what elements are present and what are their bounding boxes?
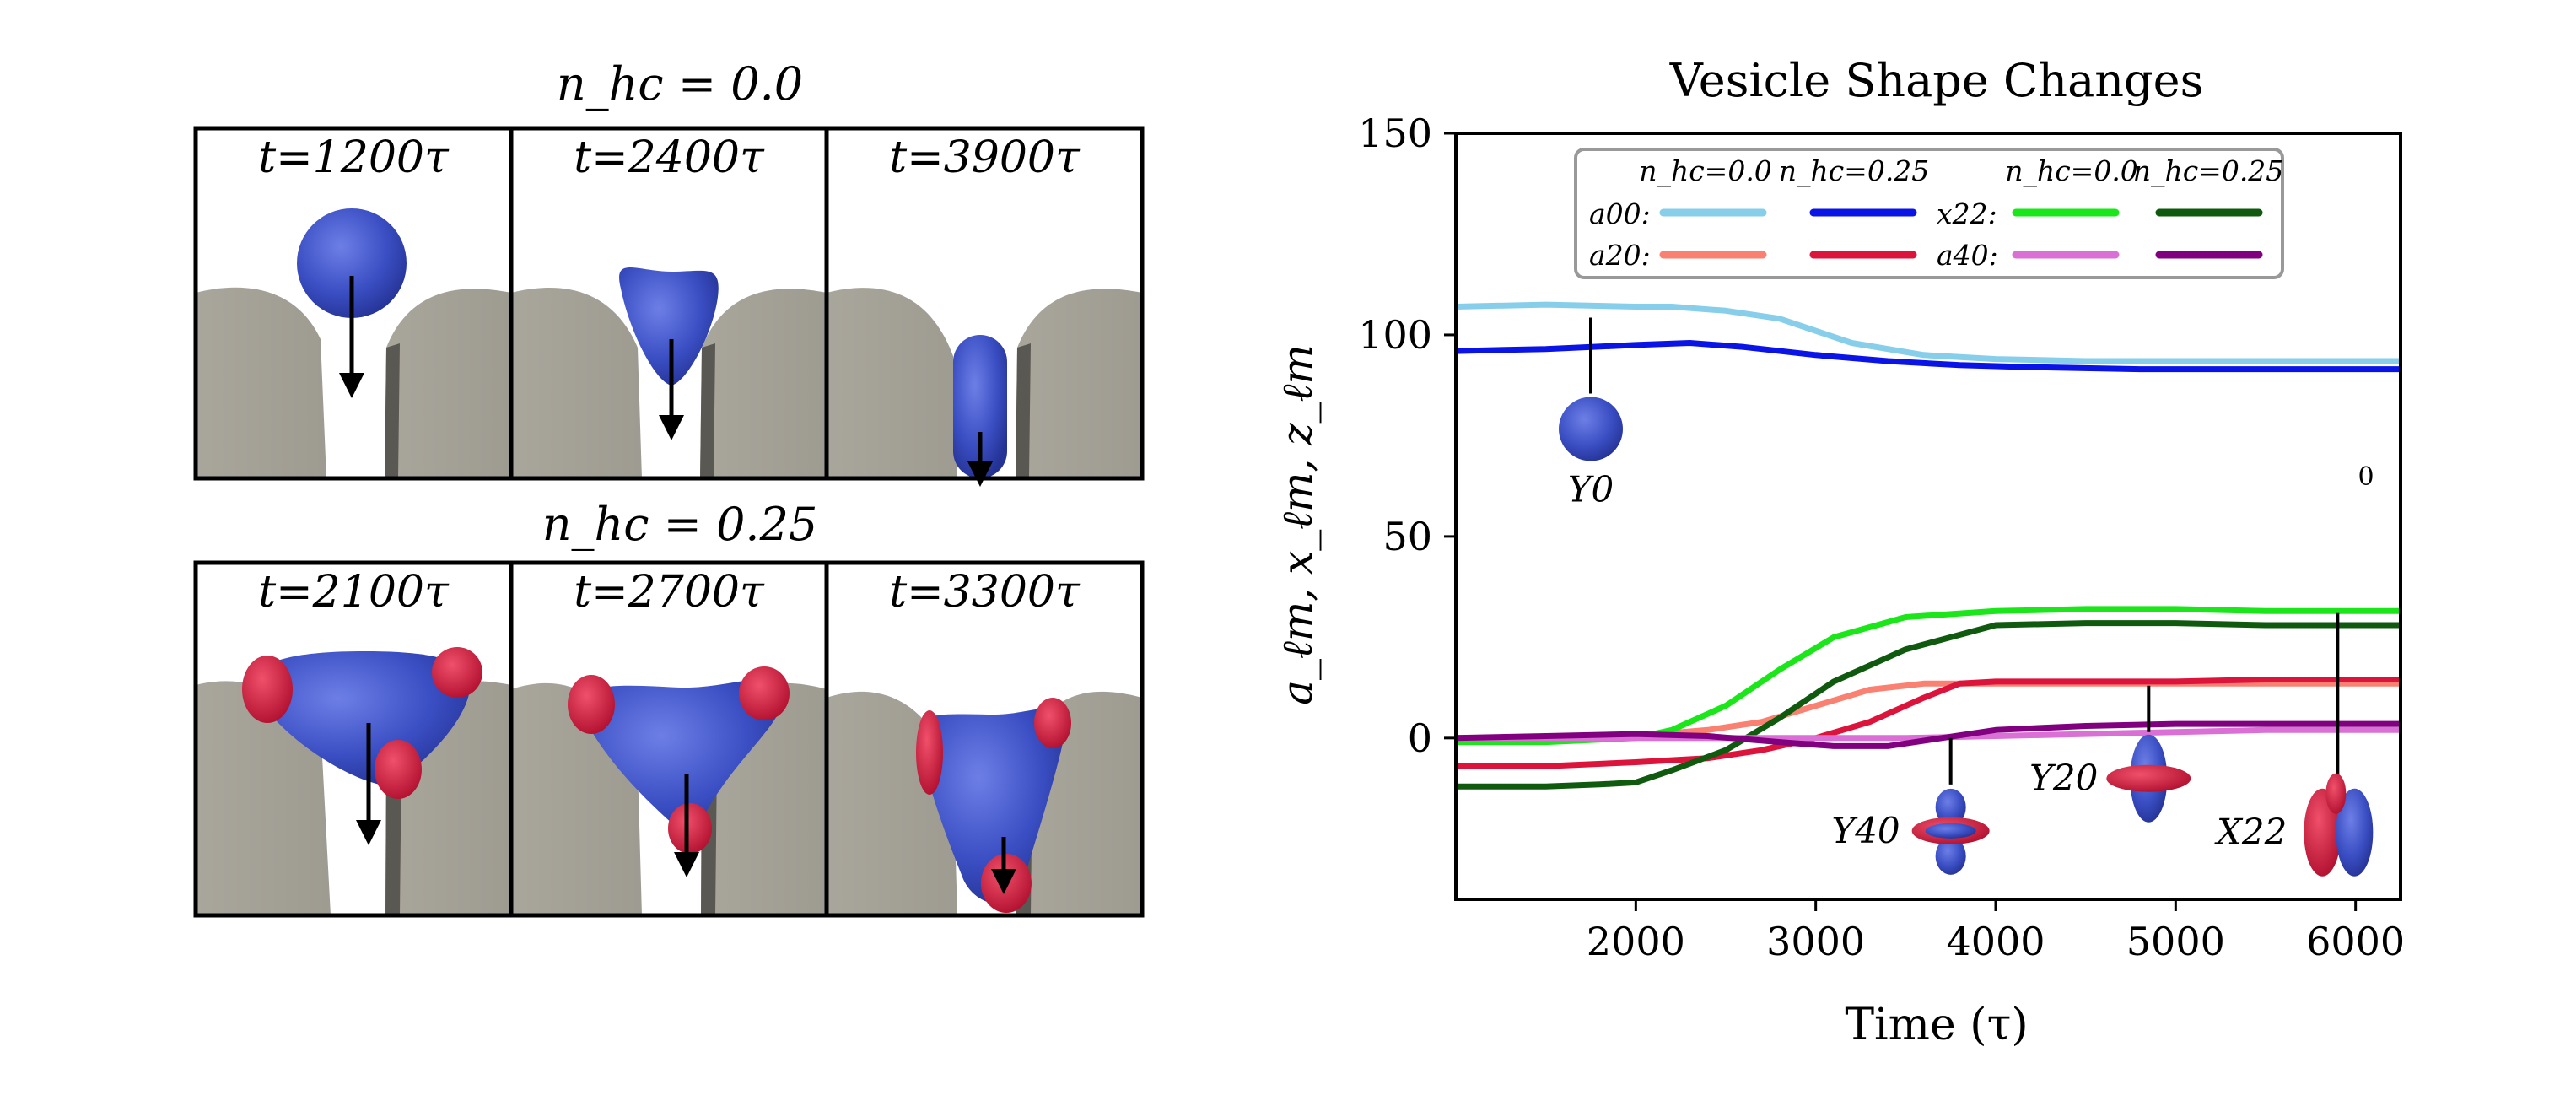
lobe-glyph xyxy=(1935,837,1966,875)
annotation-label: Y0 xyxy=(1568,469,1614,510)
red-cap xyxy=(242,656,293,723)
legend-swatches xyxy=(1659,208,2263,259)
y-tick-label: 100 xyxy=(1358,312,1432,358)
y-tick-label: 50 xyxy=(1382,514,1432,559)
legend-row-label: a40: xyxy=(1937,239,1998,272)
y-tick-label: 150 xyxy=(1358,111,1432,156)
series-line-a20-n-hc-0-25 xyxy=(1456,677,2401,769)
annotation-y40: Y40 xyxy=(1831,737,1990,875)
vesicle xyxy=(953,335,1007,478)
legend-col-header: n_hc=0.25 xyxy=(1779,154,1930,188)
row1-title: n_hc = 0.0 xyxy=(557,57,803,111)
red-cap xyxy=(981,854,1032,913)
chart: Vesicle Shape Changes a_ℓm, x_ℓm, z_ℓm T… xyxy=(1273,54,2405,1050)
x-tick-label: 4000 xyxy=(1946,919,2045,964)
red-cap xyxy=(668,803,712,854)
legend-row-label: x22: xyxy=(1937,197,1997,230)
legend-row-label: a00: xyxy=(1589,197,1651,230)
lobe-glyph xyxy=(2325,773,2347,814)
annotation-x22: X22 xyxy=(2214,612,2374,877)
ring-glyph xyxy=(1925,823,1976,839)
row1-panel-2: t=2400τ xyxy=(511,128,827,478)
time-label: t=2100τ xyxy=(258,567,450,618)
red-cap xyxy=(375,740,422,799)
snapshot-grid: n_hc = 0.0 n_hc = 0.25 t=1200τ xyxy=(193,57,1145,918)
chart-title: Vesicle Shape Changes xyxy=(1669,54,2204,107)
vesicle xyxy=(619,267,719,386)
x-tick-label: 2000 xyxy=(1587,919,1685,964)
row2-panel-1: t=2100τ xyxy=(196,563,511,915)
legend-col-header: n_hc=0.0 xyxy=(2005,154,2138,188)
series-line-x22-n-hc-0-25 xyxy=(1456,620,2401,790)
red-cap xyxy=(568,675,615,734)
annotation-layer: Y0 Y40 Y20 X22 xyxy=(1559,317,2374,877)
x-tick-label: 5000 xyxy=(2126,919,2225,964)
red-cap xyxy=(739,666,790,720)
legend: n_hc=0.0 n_hc=0.25 n_hc=0.0 n_hc=0.25 a0… xyxy=(1574,148,2284,279)
annotation-label: X22 xyxy=(2214,812,2287,853)
sphere-glyph xyxy=(1559,397,1623,461)
x-tick-label: 6000 xyxy=(2306,919,2405,964)
vesicle xyxy=(919,708,1067,906)
annotation-y20: Y20 xyxy=(2029,685,2191,823)
row2-panel-2: t=2700τ xyxy=(511,563,827,915)
series-line-a00-n-hc-0-25 xyxy=(1456,340,2401,373)
row1-panel-3: t=3900τ xyxy=(827,128,1142,487)
time-label: t=2700τ xyxy=(574,567,765,618)
pore-walls xyxy=(196,287,511,478)
lobe-glyph xyxy=(2336,788,2374,877)
time-label: t=2400τ xyxy=(574,132,765,183)
legend-box xyxy=(1574,148,2284,279)
plot-area: Y0 Y40 Y20 X22 xyxy=(1456,301,2401,877)
stray-zero-label: 0 xyxy=(2358,462,2374,492)
row2-frame xyxy=(193,560,1145,918)
vesicle xyxy=(579,678,785,841)
legend-col-header: n_hc=0.25 xyxy=(2133,154,2284,188)
plot-frame xyxy=(1454,132,2402,901)
red-cap xyxy=(1034,698,1071,748)
row1-panel-1: t=1200τ xyxy=(196,128,511,478)
series-line-a40-n-hc-0-25 xyxy=(1456,720,2401,749)
annotation-label: Y20 xyxy=(2029,758,2098,799)
legend-col-header: n_hc=0.0 xyxy=(1639,154,1772,188)
y-tick-label: 0 xyxy=(1408,715,1432,761)
time-label: t=3300τ xyxy=(889,567,1081,618)
ring-glyph xyxy=(2106,764,2191,792)
annotation-label: Y40 xyxy=(1831,810,1900,851)
x-tick-label: 3000 xyxy=(1766,919,1865,964)
x-axis-label: Time (τ) xyxy=(1845,1000,2028,1050)
red-cap xyxy=(916,710,943,795)
red-cap xyxy=(432,647,482,698)
time-label: t=3900τ xyxy=(889,132,1081,183)
row2-panel-3: t=3300τ xyxy=(827,563,1142,915)
time-label: t=1200τ xyxy=(258,132,450,183)
row1-frame xyxy=(193,126,1145,481)
lobe-glyph xyxy=(1935,788,1966,826)
vesicle xyxy=(297,208,407,318)
row2-title: n_hc = 0.25 xyxy=(542,498,818,551)
series-layer xyxy=(1456,301,2401,790)
series-line-a00-n-hc-0-0 xyxy=(1456,301,2401,364)
tick-layer: 2000 3000 4000 5000 6000 0 50 100 150 xyxy=(1358,111,2405,964)
annotation-y0: Y0 xyxy=(1559,317,1623,510)
y-axis-label: a_ℓm, x_ℓm, z_ℓm xyxy=(1273,344,1322,705)
legend-row-label: a20: xyxy=(1589,239,1651,272)
